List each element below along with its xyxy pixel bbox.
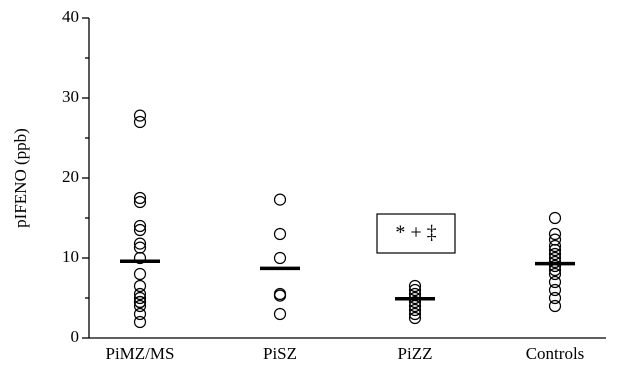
data-point <box>133 287 147 301</box>
data-point <box>273 227 287 241</box>
data-point <box>133 307 147 321</box>
data-point <box>133 267 147 281</box>
data-point <box>548 247 562 261</box>
data-point <box>273 193 287 206</box>
data-point <box>273 307 287 321</box>
data-point <box>548 267 562 281</box>
data-point <box>548 259 562 273</box>
y-tick-label: 30 <box>62 87 79 106</box>
data-point <box>133 191 147 205</box>
data-point <box>133 109 147 122</box>
data-point <box>133 295 147 309</box>
annotation-box <box>376 213 456 254</box>
data-point <box>133 195 147 209</box>
x-tick-label: PiSZ <box>263 344 297 363</box>
data-point <box>548 243 562 257</box>
data-point <box>133 291 147 305</box>
annotation: * + ‡ <box>395 222 436 244</box>
data-point <box>133 315 147 329</box>
data-point <box>133 251 147 265</box>
data-point <box>548 233 562 246</box>
data-point <box>133 241 147 254</box>
data-point <box>408 303 422 317</box>
data-point <box>133 279 147 293</box>
x-tick-label: PiZZ <box>398 344 433 363</box>
y-tick-label: 40 <box>62 7 79 26</box>
y-tick-label: 10 <box>62 247 79 266</box>
data-point <box>133 299 147 313</box>
data-point <box>548 275 562 289</box>
data-point <box>408 279 422 293</box>
y-tick-label: 0 <box>71 327 80 346</box>
data-point <box>548 283 562 297</box>
data-point <box>548 291 562 305</box>
data-point <box>408 307 422 321</box>
y-axis-label: pIFENO (ppb) <box>11 128 30 228</box>
data-point <box>548 239 562 253</box>
data-point <box>273 289 287 302</box>
data-point <box>133 219 147 233</box>
data-point <box>408 311 422 325</box>
data-point <box>408 295 422 309</box>
data-point <box>273 251 287 265</box>
data-point <box>548 211 562 225</box>
y-tick-label: 20 <box>62 167 79 186</box>
x-tick-label: PiMZ/MS <box>106 344 175 363</box>
data-point <box>548 227 562 241</box>
data-point <box>133 223 147 237</box>
data-point <box>548 299 562 313</box>
data-point <box>133 115 147 129</box>
x-tick-label: Controls <box>526 344 585 363</box>
data-point <box>133 237 147 250</box>
data-point <box>408 283 422 297</box>
